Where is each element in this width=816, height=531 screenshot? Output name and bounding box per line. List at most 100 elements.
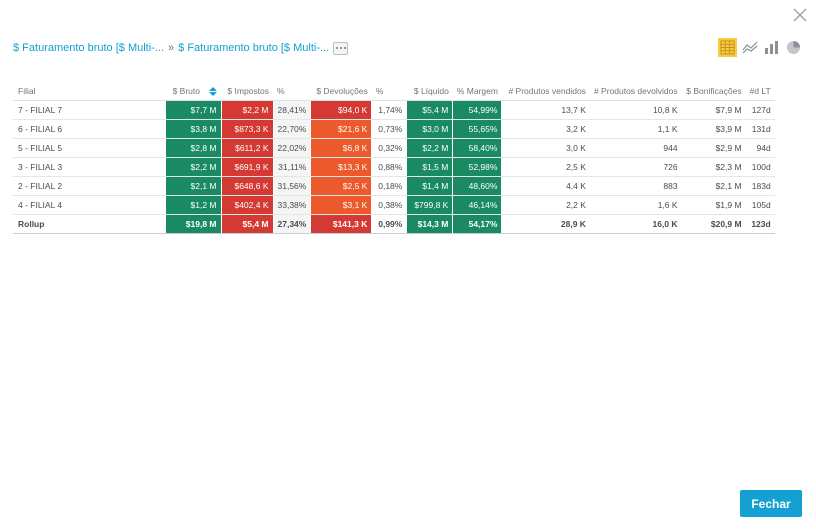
cell-margem: 52,98%	[452, 157, 503, 177]
cell-produtos-vendidos: 28,9 K	[501, 214, 590, 234]
header-filial[interactable]: Filial	[13, 83, 165, 101]
cell-bruto: $19,8 M	[164, 214, 222, 234]
cell-dlt: 131d	[745, 119, 775, 139]
header-bonificacoes[interactable]: $ Bonificações	[681, 83, 746, 101]
bar-chart-icon	[765, 41, 778, 54]
cell-bonificacoes: $2,3 M	[681, 157, 746, 177]
cell-impostos: $648,6 K	[220, 176, 274, 196]
cell-bruto: $2,1 M	[164, 176, 222, 196]
cell-devolucoes-pct: 0,32%	[371, 138, 407, 158]
breadcrumb: $ Faturamento bruto [$ Multi-... » $ Fat…	[13, 41, 349, 55]
cell-impostos-pct: 31,56%	[273, 176, 311, 196]
table-row[interactable]: 5 - FILIAL 5 $2,8 M $611,2 K 22,02% $6,8 K 0,…	[13, 138, 775, 158]
header-bruto[interactable]: $ Bruto	[165, 83, 221, 101]
cell-produtos-devolvidos: 726	[589, 157, 682, 177]
pie-chart-icon	[787, 41, 800, 54]
cell-impostos: $2,2 M	[220, 100, 274, 120]
cell-margem: 46,14%	[452, 195, 503, 215]
cell-produtos-devolvidos: 10,8 K	[589, 100, 682, 120]
header-margem[interactable]: % Margem	[452, 83, 502, 101]
cell-impostos-pct: 22,70%	[273, 119, 311, 139]
cell-impostos-pct: 28,41%	[273, 100, 311, 120]
close-icon[interactable]	[791, 6, 809, 24]
visualization-switcher	[718, 38, 803, 57]
cell-dlt: 183d	[745, 176, 775, 196]
cell-devolucoes: $13,3 K	[310, 157, 373, 177]
cell-filial: Rollup	[13, 214, 165, 234]
cell-devolucoes-pct: 0,99%	[371, 214, 407, 234]
cell-margem: 54,99%	[452, 100, 503, 120]
cell-impostos: $873,3 K	[220, 119, 274, 139]
cell-filial: 5 - FILIAL 5	[13, 138, 165, 158]
cell-devolucoes-pct: 1,74%	[371, 100, 407, 120]
cell-filial: 4 - FILIAL 4	[13, 195, 165, 215]
header-impostos[interactable]: $ Impostos	[221, 83, 273, 101]
cell-devolucoes-pct: 0,18%	[371, 176, 407, 196]
header-dlt[interactable]: #d LT	[745, 83, 775, 101]
cell-bruto: $3,8 M	[164, 119, 222, 139]
cell-devolucoes-pct: 0,73%	[371, 119, 407, 139]
header-impostos-pct[interactable]: %	[273, 83, 311, 101]
cell-dlt: 94d	[745, 138, 775, 158]
cell-dlt: 127d	[745, 100, 775, 120]
cell-produtos-vendidos: 3,0 K	[501, 138, 590, 158]
cell-bonificacoes: $2,1 M	[681, 176, 746, 196]
table-row[interactable]: 4 - FILIAL 4 $1,2 M $402,4 K 33,38% $3,1 K 0,…	[13, 195, 775, 215]
report-table: Filial $ Bruto $ Impostos % $ Devoluções…	[13, 83, 775, 234]
cell-impostos-pct: 22,02%	[273, 138, 311, 158]
breadcrumb-item-1[interactable]: $ Faturamento bruto [$ Multi-...	[13, 42, 165, 54]
cell-liquido: $1,4 M	[406, 176, 454, 196]
cell-bruto: $7,7 M	[164, 100, 222, 120]
viz-table-button[interactable]	[718, 38, 737, 57]
table-row[interactable]: 7 - FILIAL 7 $7,7 M $2,2 M 28,41% $94,0 K 1,7…	[13, 100, 775, 120]
cell-bruto: $1,2 M	[164, 195, 222, 215]
rollup-row[interactable]: Rollup $19,8 M $5,4 M 27,34% $141,3 K 0,99% $1…	[13, 214, 775, 234]
cell-bonificacoes: $20,9 M	[681, 214, 746, 234]
table-icon	[720, 40, 735, 55]
header-produtos-vendidos[interactable]: # Produtos vendidos	[501, 83, 590, 101]
cell-bruto: $2,2 M	[164, 157, 222, 177]
cell-produtos-devolvidos: 944	[589, 138, 682, 158]
viz-pie-button[interactable]	[784, 38, 803, 57]
breadcrumb-item-2[interactable]: $ Faturamento bruto [$ Multi-...	[178, 42, 330, 54]
cell-produtos-devolvidos: 16,0 K	[589, 214, 682, 234]
cell-liquido: $799,8 K	[406, 195, 454, 215]
sort-icon[interactable]	[209, 87, 217, 97]
cell-bruto: $2,8 M	[164, 138, 222, 158]
header-liquido[interactable]: $ Líquido	[406, 83, 453, 101]
cell-produtos-vendidos: 2,5 K	[501, 157, 590, 177]
table-row[interactable]: 2 - FILIAL 2 $2,1 M $648,6 K 31,56% $2,5 K 0,…	[13, 176, 775, 196]
cell-produtos-vendidos: 13,7 K	[501, 100, 590, 120]
cell-bonificacoes: $7,9 M	[681, 100, 746, 120]
cell-liquido: $1,5 M	[406, 157, 454, 177]
cell-produtos-devolvidos: 1,6 K	[589, 195, 682, 215]
cell-bonificacoes: $1,9 M	[681, 195, 746, 215]
cell-impostos: $402,4 K	[220, 195, 274, 215]
cell-filial: 6 - FILIAL 6	[13, 119, 165, 139]
cell-produtos-vendidos: 2,2 K	[501, 195, 590, 215]
cell-impostos: $5,4 M	[220, 214, 274, 234]
cell-margem: 48,60%	[452, 176, 503, 196]
cell-dlt: 100d	[745, 157, 775, 177]
cell-filial: 2 - FILIAL 2	[13, 176, 165, 196]
viz-line-button[interactable]	[740, 38, 759, 57]
viz-bar-button[interactable]	[762, 38, 781, 57]
cell-dlt: 123d	[745, 214, 775, 234]
cell-impostos-pct: 31,11%	[273, 157, 311, 177]
close-button[interactable]: Fechar	[740, 490, 802, 517]
cell-produtos-vendidos: 3,2 K	[501, 119, 590, 139]
more-options-button[interactable]	[333, 41, 349, 55]
header-produtos-devolvidos[interactable]: # Produtos devolvidos	[589, 83, 682, 101]
line-chart-icon	[742, 41, 757, 54]
cell-liquido: $5,4 M	[406, 100, 454, 120]
cell-margem: 58,40%	[452, 138, 503, 158]
table-header-row: Filial $ Bruto $ Impostos % $ Devoluções…	[13, 83, 775, 101]
cell-filial: 3 - FILIAL 3	[13, 157, 165, 177]
header-devolucoes-pct[interactable]: %	[371, 83, 407, 101]
cell-devolucoes-pct: 0,88%	[371, 157, 407, 177]
header-devolucoes[interactable]: $ Devoluções	[310, 83, 372, 101]
cell-impostos-pct: 33,38%	[273, 195, 311, 215]
cell-devolucoes: $21,6 K	[310, 119, 373, 139]
